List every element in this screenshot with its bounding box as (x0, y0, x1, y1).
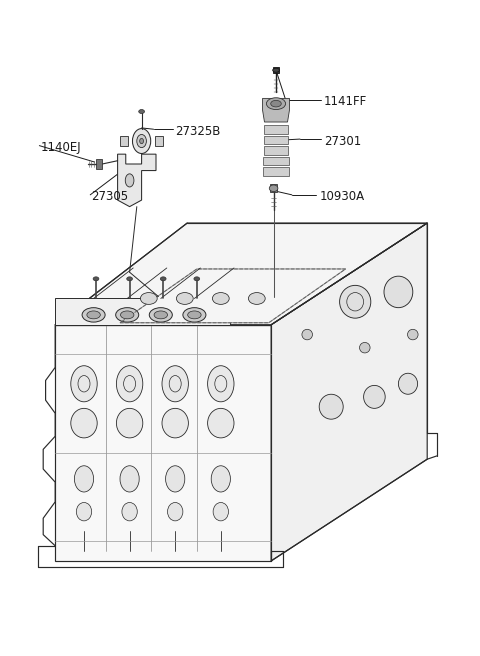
Polygon shape (120, 136, 128, 146)
Ellipse shape (93, 277, 99, 281)
Ellipse shape (166, 466, 185, 492)
Polygon shape (155, 136, 163, 146)
Ellipse shape (194, 277, 200, 281)
Polygon shape (264, 146, 288, 155)
Ellipse shape (266, 98, 286, 110)
Text: 1140EJ: 1140EJ (41, 141, 82, 154)
Polygon shape (263, 98, 289, 122)
Ellipse shape (177, 293, 193, 304)
Ellipse shape (71, 408, 97, 438)
Ellipse shape (125, 174, 134, 187)
Polygon shape (273, 67, 279, 73)
Ellipse shape (319, 394, 343, 419)
Ellipse shape (139, 110, 144, 113)
Ellipse shape (211, 466, 230, 492)
Ellipse shape (208, 408, 234, 438)
Ellipse shape (408, 329, 418, 340)
Ellipse shape (120, 311, 134, 319)
Ellipse shape (339, 285, 371, 318)
Ellipse shape (149, 308, 172, 322)
Ellipse shape (213, 502, 228, 521)
Ellipse shape (116, 308, 139, 322)
Ellipse shape (117, 365, 143, 401)
Polygon shape (263, 167, 289, 176)
Ellipse shape (302, 329, 312, 340)
Ellipse shape (212, 293, 229, 304)
Ellipse shape (132, 129, 151, 154)
Ellipse shape (168, 502, 183, 521)
Polygon shape (271, 223, 427, 561)
Ellipse shape (271, 100, 281, 107)
Ellipse shape (154, 311, 168, 319)
Ellipse shape (384, 276, 413, 308)
Ellipse shape (71, 365, 97, 401)
Polygon shape (118, 154, 156, 207)
Polygon shape (55, 298, 230, 325)
Ellipse shape (208, 365, 234, 401)
Text: 10930A: 10930A (319, 190, 364, 203)
Ellipse shape (120, 466, 139, 492)
Ellipse shape (162, 365, 188, 401)
Ellipse shape (74, 466, 94, 492)
Text: 27301: 27301 (324, 134, 361, 148)
Text: 1141FF: 1141FF (324, 95, 367, 108)
Text: 27305: 27305 (91, 190, 128, 203)
Ellipse shape (364, 385, 385, 408)
Ellipse shape (117, 408, 143, 438)
Polygon shape (263, 157, 289, 165)
Ellipse shape (160, 277, 166, 281)
Ellipse shape (137, 134, 146, 148)
Polygon shape (264, 136, 288, 144)
Ellipse shape (140, 293, 157, 304)
Ellipse shape (360, 342, 370, 353)
Ellipse shape (162, 408, 188, 438)
Ellipse shape (269, 185, 278, 192)
Ellipse shape (273, 68, 279, 72)
Ellipse shape (127, 277, 132, 281)
Ellipse shape (87, 311, 100, 319)
Ellipse shape (398, 373, 418, 394)
Ellipse shape (82, 308, 105, 322)
Polygon shape (55, 223, 427, 325)
Polygon shape (120, 269, 346, 323)
Polygon shape (55, 325, 271, 561)
Ellipse shape (140, 138, 144, 144)
Polygon shape (270, 184, 277, 192)
Ellipse shape (183, 308, 206, 322)
Ellipse shape (188, 311, 201, 319)
Ellipse shape (122, 502, 137, 521)
Ellipse shape (248, 293, 265, 304)
Polygon shape (264, 125, 288, 134)
Text: 27325B: 27325B (175, 125, 221, 138)
Polygon shape (96, 159, 102, 169)
Ellipse shape (76, 502, 92, 521)
